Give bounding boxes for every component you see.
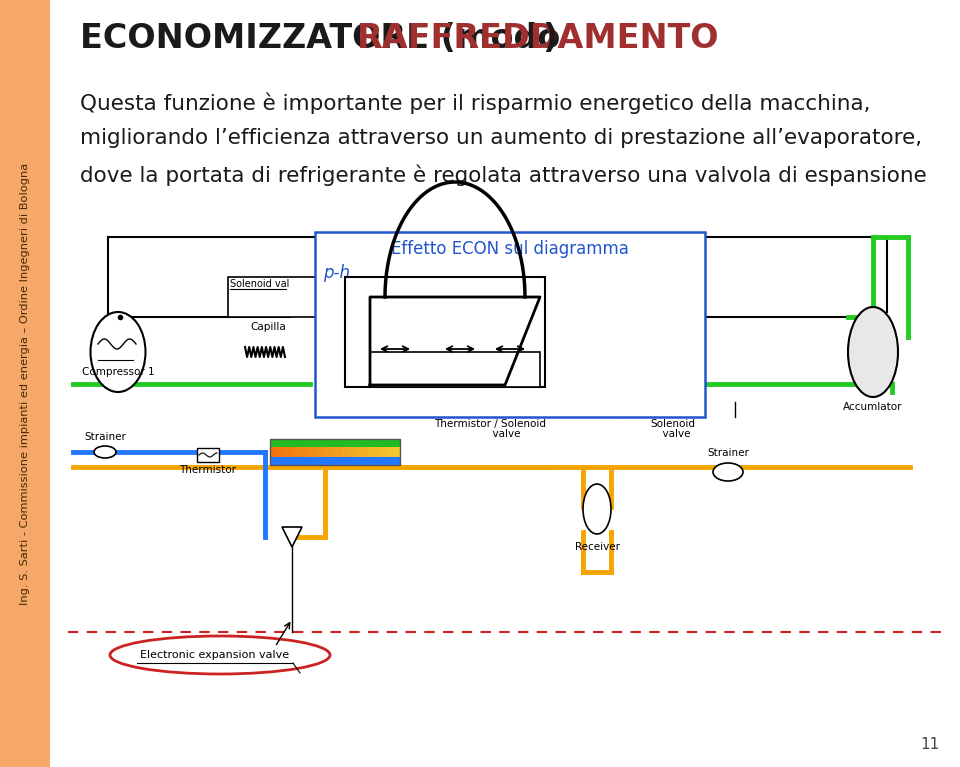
Bar xyxy=(335,447,343,457)
Text: Accumlator: Accumlator xyxy=(843,402,902,412)
Text: Compressor 1: Compressor 1 xyxy=(82,367,155,377)
Bar xyxy=(328,447,336,457)
Bar xyxy=(270,439,400,465)
Bar xyxy=(0,0,50,767)
Text: Electronic expansion valve: Electronic expansion valve xyxy=(140,650,290,660)
Bar xyxy=(394,447,401,457)
Bar xyxy=(290,447,297,457)
Text: Solenoid: Solenoid xyxy=(651,419,695,429)
Text: p-h: p-h xyxy=(323,264,350,282)
Text: migliorando l’efficienza attraverso un aumento di prestazione all’evaporatore,: migliorando l’efficienza attraverso un a… xyxy=(80,128,923,148)
Ellipse shape xyxy=(94,446,116,458)
Ellipse shape xyxy=(848,307,898,397)
Bar xyxy=(374,447,381,457)
Bar xyxy=(387,447,395,457)
Ellipse shape xyxy=(713,463,743,481)
Bar xyxy=(380,447,388,457)
Bar xyxy=(361,447,369,457)
Ellipse shape xyxy=(583,484,611,534)
Text: ECONOMIZZATORE (modo: ECONOMIZZATORE (modo xyxy=(80,22,572,55)
Bar xyxy=(283,447,291,457)
Bar xyxy=(270,447,277,457)
Text: 11: 11 xyxy=(921,737,940,752)
Bar xyxy=(270,439,400,447)
Text: RAFFREDDAMENTO: RAFFREDDAMENTO xyxy=(357,22,719,55)
Bar xyxy=(345,277,545,387)
Bar xyxy=(276,447,284,457)
Text: Thermistor: Thermistor xyxy=(180,465,236,475)
Text: Questa funzione è importante per il risparmio energetico della macchina,: Questa funzione è importante per il risp… xyxy=(80,92,871,114)
Bar xyxy=(316,447,323,457)
Text: Ing. S. Sarti - Commissione impianti ed energia – Ordine Ingegneri di Bologna: Ing. S. Sarti - Commissione impianti ed … xyxy=(20,163,30,605)
Bar xyxy=(270,457,400,465)
Text: Effetto ECON sul diagramma: Effetto ECON sul diagramma xyxy=(391,240,629,258)
Bar xyxy=(370,352,540,387)
Polygon shape xyxy=(282,527,302,547)
Bar xyxy=(296,447,303,457)
Text: Receiver: Receiver xyxy=(574,542,619,552)
Text: Strainer: Strainer xyxy=(84,432,126,442)
Text: ): ) xyxy=(542,22,557,55)
Text: Capilla: Capilla xyxy=(250,322,286,332)
Ellipse shape xyxy=(90,312,146,392)
Text: dove la portata di refrigerante è regolata attraverso una valvola di espansione: dove la portata di refrigerante è regola… xyxy=(80,164,926,186)
Bar xyxy=(197,448,219,462)
Bar xyxy=(368,447,375,457)
Text: Strainer: Strainer xyxy=(708,448,749,458)
Bar xyxy=(342,447,349,457)
Text: Thermistor / Solenoid: Thermistor / Solenoid xyxy=(434,419,546,429)
Text: valve: valve xyxy=(656,429,690,439)
Bar xyxy=(348,447,355,457)
Ellipse shape xyxy=(110,636,330,674)
Bar xyxy=(322,447,329,457)
Text: valve: valve xyxy=(460,429,520,439)
Bar xyxy=(354,447,362,457)
Text: Solenoid val: Solenoid val xyxy=(230,279,289,289)
Bar xyxy=(309,447,317,457)
Bar xyxy=(315,232,705,417)
Bar xyxy=(302,447,310,457)
Bar xyxy=(228,277,318,317)
